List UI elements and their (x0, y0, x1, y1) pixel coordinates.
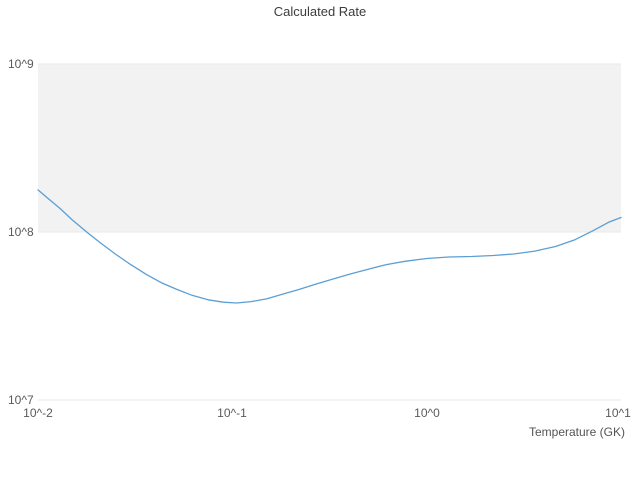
y-tick-1e7: 10^7 (8, 393, 34, 407)
x-tick-1e-1: 10^-1 (217, 406, 247, 420)
x-tick-1e0: 10^0 (414, 406, 440, 420)
x-tick-1e1: 10^1 (605, 406, 631, 420)
x-tick-1e-2: 10^-2 (23, 406, 53, 420)
decade-band (38, 64, 621, 232)
x-axis-title: Temperature (GK) (528, 425, 625, 439)
y-tick-1e9: 10^9 (8, 57, 34, 71)
y-tick-1e8: 10^8 (8, 225, 34, 239)
chart-title: Calculated Rate (273, 4, 367, 19)
rate-line-series (37, 189, 622, 304)
